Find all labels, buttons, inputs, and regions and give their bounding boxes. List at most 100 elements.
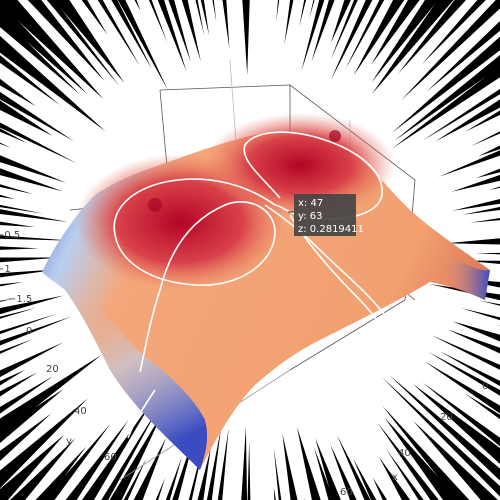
speed-line (427, 351, 500, 396)
speed-line (353, 458, 377, 500)
speed-line (117, 0, 168, 91)
speed-line (470, 218, 500, 223)
speed-line (0, 282, 24, 287)
speed-line (0, 142, 11, 148)
speed-line (0, 338, 34, 354)
speed-line (101, 406, 159, 500)
speed-line (296, 426, 321, 500)
speed-line (392, 36, 500, 133)
speed-line (35, 446, 87, 500)
speed-line (345, 0, 385, 70)
speed-line (181, 0, 201, 62)
speed-line (46, 0, 120, 87)
speed-line (0, 1, 88, 95)
speed-line (0, 0, 104, 100)
hover-z: z: 0.2819411 (298, 224, 364, 235)
peak-left-tip (148, 198, 162, 212)
speed-line (413, 420, 498, 500)
speed-line (0, 434, 65, 500)
speed-line (134, 0, 141, 11)
speed-line (0, 55, 61, 106)
speed-line (438, 150, 500, 177)
z-tick: −1.5 (8, 294, 32, 305)
y-axis-label: y (66, 436, 72, 447)
speed-line (431, 335, 500, 370)
speed-line (452, 199, 500, 211)
speed-line (462, 206, 500, 215)
speed-line (0, 155, 67, 183)
y-tick: 0 (26, 326, 32, 337)
speed-line (478, 145, 500, 157)
speed-line (0, 376, 54, 414)
speed-line (157, 0, 187, 72)
speed-line (311, 0, 335, 62)
speed-line (299, 0, 307, 27)
speed-line (389, 375, 500, 481)
speed-line (65, 420, 129, 500)
speed-line (426, 21, 500, 92)
speed-line (315, 438, 341, 500)
speed-line (200, 0, 209, 35)
speed-line (379, 457, 411, 500)
speed-line (309, 0, 315, 19)
z-tick: −1 (0, 264, 11, 275)
speed-line (0, 342, 64, 378)
peak-right-tip (329, 130, 341, 142)
y-tick: 60 (104, 452, 117, 463)
speed-line (330, 0, 358, 60)
speed-line (452, 321, 500, 342)
speed-line (27, 0, 105, 82)
speed-line (439, 351, 500, 387)
speed-line (97, 0, 140, 66)
y-tick: 20 (46, 364, 59, 375)
speed-line (133, 437, 167, 500)
speed-line (394, 54, 500, 141)
speed-line (53, 0, 125, 83)
y-axis-ticks: 0 20 40 y 60 (26, 326, 117, 463)
speed-line (81, 0, 108, 35)
speed-line (217, 428, 229, 500)
surface[interactable] (42, 113, 490, 470)
speed-line (195, 0, 205, 36)
x-axis-ticks: 0 20 40 x 60 (340, 381, 488, 498)
speed-line (155, 477, 166, 500)
z-tick: −0.5 (0, 230, 20, 241)
speed-line (314, 447, 334, 500)
speed-line (0, 91, 75, 142)
speed-line (0, 298, 14, 302)
speed-line (241, 426, 248, 500)
speed-line (0, 295, 64, 315)
speed-line (197, 447, 211, 500)
hover-y: y: 63 (298, 211, 322, 222)
speed-line (476, 168, 500, 179)
speed-line (111, 0, 152, 69)
speed-line (330, 0, 373, 80)
speed-line (398, 0, 467, 74)
speed-line (0, 194, 15, 200)
speed-line (489, 186, 500, 190)
speed-line (0, 257, 61, 263)
speed-line (330, 444, 357, 500)
speed-line (384, 417, 460, 500)
speed-line (465, 110, 500, 132)
z-axis-ticks: −0.5 −1 −1.5 (0, 230, 32, 305)
speed-line (372, 477, 388, 500)
speed-line (353, 0, 405, 76)
speed-line (284, 0, 294, 45)
speed-line (0, 307, 37, 319)
speed-line (0, 354, 102, 436)
speed-line (446, 238, 500, 245)
speed-line (10, 438, 76, 500)
x-tick: 0 (482, 381, 488, 392)
speed-line (401, 0, 500, 101)
speed-line (0, 100, 53, 136)
speed-line (451, 174, 500, 192)
speed-line (428, 283, 500, 301)
speed-line (0, 209, 68, 222)
speed-line (422, 88, 500, 141)
speed-line (0, 388, 64, 444)
speed-line (422, 382, 500, 447)
x-tick: 40 (398, 448, 411, 459)
